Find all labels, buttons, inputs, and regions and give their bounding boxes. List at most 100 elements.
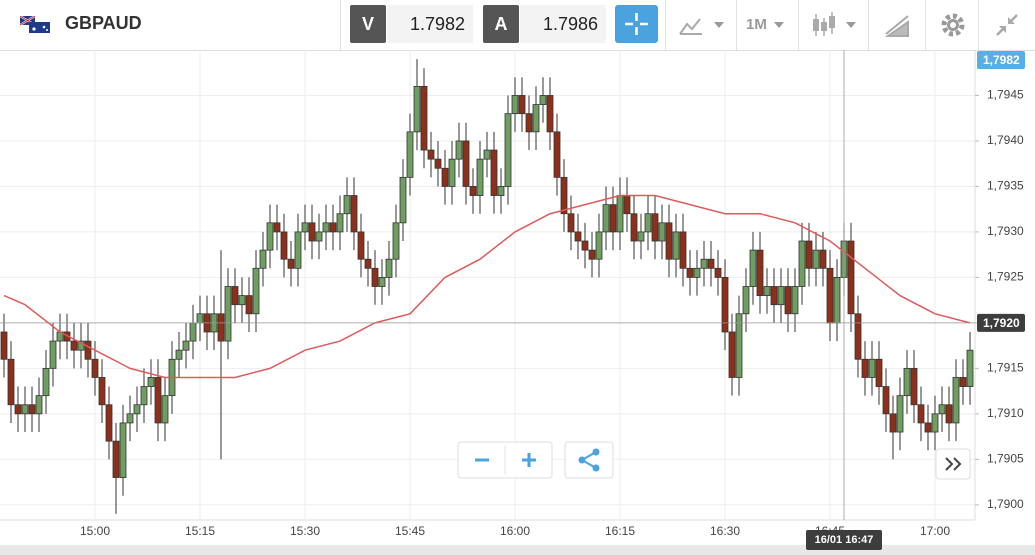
candle-body bbox=[21, 404, 29, 415]
candle-body bbox=[133, 404, 141, 415]
x-tick-label: 15:45 bbox=[395, 524, 425, 538]
candle-body bbox=[196, 313, 204, 324]
candle-body bbox=[364, 258, 372, 269]
candle-body bbox=[875, 358, 883, 387]
y-tick-label: 1,7925 bbox=[987, 270, 1024, 284]
crosshair-button[interactable] bbox=[615, 5, 658, 43]
candle-body bbox=[105, 404, 113, 442]
candle-body bbox=[903, 367, 911, 397]
candle-body bbox=[357, 231, 365, 260]
candle-body bbox=[399, 176, 407, 224]
candle-body bbox=[329, 222, 337, 233]
divider bbox=[798, 0, 799, 50]
candle-body bbox=[490, 149, 498, 196]
bid-label[interactable]: V bbox=[350, 5, 386, 43]
candle-body bbox=[609, 204, 617, 233]
x-tick-label: 15:15 bbox=[185, 524, 215, 538]
share-button[interactable] bbox=[578, 448, 600, 472]
candle-body bbox=[546, 95, 554, 133]
candle-body bbox=[322, 222, 330, 233]
candle-style-button[interactable] bbox=[812, 10, 862, 40]
candle-body bbox=[182, 340, 190, 351]
candle-body bbox=[434, 158, 442, 169]
candle-body bbox=[539, 95, 547, 105]
bid-price[interactable]: 1.7982 bbox=[387, 5, 473, 43]
candle-body bbox=[686, 267, 694, 278]
candle-body bbox=[889, 413, 897, 433]
zoom-in-button[interactable] bbox=[522, 453, 536, 467]
candle-body bbox=[385, 258, 393, 278]
candle-body bbox=[847, 240, 855, 315]
chart-type-button[interactable] bbox=[678, 14, 728, 36]
timeframe-button[interactable]: 1M bbox=[746, 16, 767, 33]
candle-body bbox=[455, 140, 463, 160]
ask-price[interactable]: 1.7986 bbox=[520, 5, 606, 43]
candle-body bbox=[413, 85, 421, 133]
candle-body bbox=[721, 277, 729, 333]
candle-body bbox=[35, 395, 43, 415]
collapse-button[interactable] bbox=[995, 13, 1019, 37]
candle-body bbox=[462, 140, 470, 187]
divider bbox=[736, 0, 737, 50]
candle-body bbox=[217, 313, 225, 342]
candle-body bbox=[392, 222, 400, 260]
candle-body bbox=[651, 213, 659, 242]
candle-body bbox=[924, 422, 932, 433]
candle-body bbox=[707, 258, 715, 269]
candle-body bbox=[777, 286, 785, 306]
candle-body bbox=[154, 377, 162, 424]
candle-body bbox=[623, 195, 631, 215]
candle-body bbox=[581, 240, 589, 251]
candle-body bbox=[672, 231, 680, 260]
y-tick-label: 1,7900 bbox=[987, 497, 1024, 511]
candle-body bbox=[826, 267, 834, 324]
settings-button[interactable] bbox=[940, 12, 966, 38]
candle-body bbox=[910, 367, 918, 406]
divider bbox=[925, 0, 926, 50]
candle-body bbox=[42, 367, 50, 397]
candle-body bbox=[140, 386, 148, 406]
candle-body bbox=[70, 340, 78, 351]
candle-body bbox=[658, 222, 666, 242]
candle-body bbox=[301, 222, 309, 233]
candle-body bbox=[84, 340, 92, 360]
candle-body bbox=[700, 258, 708, 269]
draw-button[interactable] bbox=[884, 12, 912, 38]
candle-body bbox=[476, 158, 484, 196]
scroll-icon bbox=[945, 457, 962, 471]
y-tick-label: 1,7910 bbox=[987, 406, 1024, 420]
candle-body bbox=[812, 249, 820, 269]
candle-body bbox=[7, 358, 15, 406]
candle-body bbox=[525, 113, 533, 133]
candle-body bbox=[238, 295, 246, 306]
candle-body bbox=[259, 249, 267, 269]
candle-body bbox=[959, 377, 967, 387]
ask-label[interactable]: A bbox=[483, 5, 519, 43]
candle-body bbox=[756, 249, 764, 296]
last-price-label: 1,7982 bbox=[983, 53, 1020, 67]
candle-body bbox=[882, 386, 890, 415]
candle-body bbox=[112, 440, 120, 478]
candle-body bbox=[574, 231, 582, 242]
x-tick-label: 16:30 bbox=[710, 524, 740, 538]
candle-body bbox=[315, 231, 323, 242]
candle-body bbox=[770, 286, 778, 306]
divider bbox=[665, 0, 666, 50]
symbol: GBPAUD bbox=[65, 13, 142, 33]
candle-body bbox=[378, 277, 386, 287]
candle-body bbox=[350, 195, 358, 233]
candle-body bbox=[854, 313, 862, 360]
candle-body bbox=[441, 167, 449, 187]
candle-body bbox=[77, 340, 85, 351]
candle-body bbox=[448, 158, 456, 187]
candle-body bbox=[952, 377, 960, 424]
candle-body bbox=[637, 231, 645, 242]
moving-average bbox=[3, 194, 971, 379]
candle-body bbox=[749, 249, 757, 287]
last-price-box bbox=[977, 51, 1025, 69]
candle-body bbox=[420, 85, 428, 151]
x-tick-label: 15:30 bbox=[290, 524, 320, 538]
candle-body bbox=[553, 131, 561, 178]
candle-body bbox=[469, 186, 477, 196]
flag-icon bbox=[20, 16, 50, 33]
